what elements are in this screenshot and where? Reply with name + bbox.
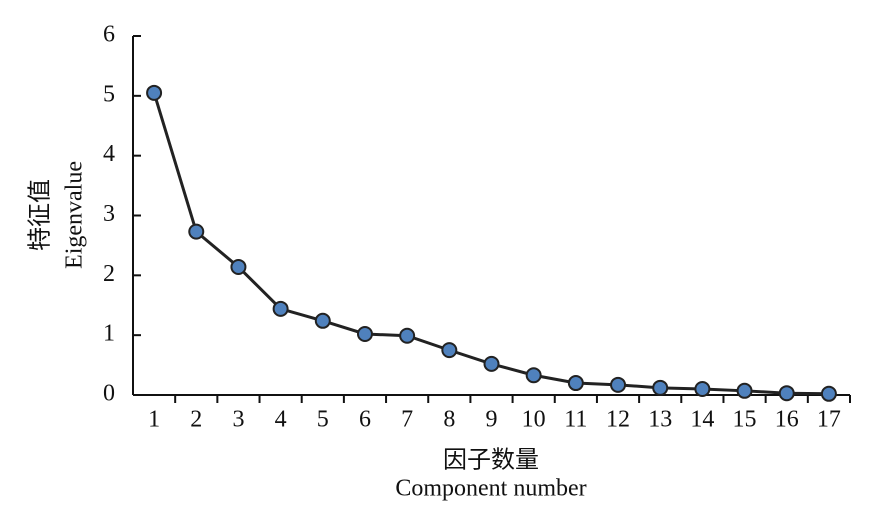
x-tick-label: 3 xyxy=(232,407,244,433)
data-point xyxy=(610,376,627,393)
data-point xyxy=(356,325,373,342)
x-tick-label: 13 xyxy=(648,407,672,433)
data-point xyxy=(272,300,289,317)
data-point xyxy=(567,375,584,392)
data-point xyxy=(820,385,837,402)
data-point xyxy=(146,84,163,101)
series-line xyxy=(152,92,829,396)
x-tick-label: 8 xyxy=(443,407,455,433)
y-tick-label: 6 xyxy=(103,22,115,48)
x-axis-label: 因子数量 xyxy=(443,447,539,474)
y-tick-label: 4 xyxy=(103,141,115,167)
x-tick-label: 12 xyxy=(606,407,630,433)
y-tick-label: 3 xyxy=(103,201,115,227)
data-point xyxy=(399,327,416,344)
x-tick-label: 10 xyxy=(522,407,546,433)
x-tick-label: 15 xyxy=(733,407,757,433)
data-point xyxy=(230,258,247,275)
y-tick-label: 1 xyxy=(103,321,115,347)
y-tick-label: 2 xyxy=(103,261,115,287)
data-point xyxy=(188,223,205,240)
data-point xyxy=(441,342,458,359)
y-tick-label: 5 xyxy=(103,81,115,107)
data-point xyxy=(778,385,795,402)
x-tick-label: 6 xyxy=(359,407,371,433)
data-point xyxy=(525,367,542,384)
data-point xyxy=(483,355,500,372)
x-tick-label: 7 xyxy=(401,407,413,433)
x-tick-label: 2 xyxy=(190,407,202,433)
x-tick-label: 17 xyxy=(817,407,841,433)
x-tick-label: 4 xyxy=(275,407,287,433)
y-axis-label: Eigenvalue xyxy=(62,161,88,269)
x-tick-label: 11 xyxy=(564,407,587,433)
x-tick-label: 5 xyxy=(317,407,329,433)
x-tick-label: 16 xyxy=(775,407,799,433)
data-point xyxy=(652,379,669,396)
data-point xyxy=(314,312,331,329)
data-point xyxy=(736,382,753,399)
x-axis-label: Component number xyxy=(395,476,586,502)
x-tick-label: 1 xyxy=(148,407,160,433)
y-tick-label: 0 xyxy=(103,381,115,407)
x-tick-label: 9 xyxy=(486,407,498,433)
y-axis-label: 特征值 xyxy=(27,179,54,251)
x-tick-label: 14 xyxy=(690,407,714,433)
data-point xyxy=(694,381,711,398)
